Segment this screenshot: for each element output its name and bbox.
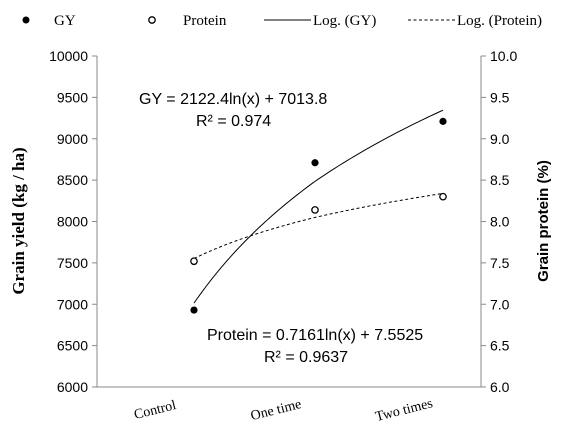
x-category-label: Two times: [374, 396, 434, 425]
left-tick-label: 7500: [57, 255, 88, 271]
legend-label-protein: Protein: [183, 13, 227, 29]
legend-marker-gy: [22, 16, 30, 24]
protein-data-point: [311, 206, 319, 214]
left-tick-label: 9500: [57, 89, 88, 105]
right-tick-label: 8.5: [490, 172, 510, 188]
trendline-log-protein: [193, 192, 444, 259]
right-tick-label: 9.0: [490, 131, 510, 147]
gy-data-point: [311, 159, 319, 167]
protein-data-point: [190, 257, 198, 266]
legend-label-gy: GY: [54, 13, 76, 29]
right-tick-label: 8.0: [490, 214, 510, 230]
left-tick-label: 10000: [49, 48, 88, 64]
protein-r2: R² = 0.9637: [264, 349, 348, 366]
right-tick-label: 6.0: [490, 379, 510, 395]
left-tick-label: 8000: [57, 214, 88, 230]
x-axis-ticks: Control One time Two times: [133, 396, 435, 425]
protein-equation: Protein = 0.7161ln(x) + 7.5525: [207, 327, 423, 344]
gy-data-point: [439, 117, 447, 125]
left-tick-label: 8500: [57, 172, 88, 188]
left-tick-label: 6000: [57, 379, 88, 395]
series-protein-points: [190, 192, 447, 266]
left-tick-label: 6500: [57, 338, 88, 354]
series-gy-points: [190, 117, 447, 314]
left-axis-ticks: 6000 6500 7000 7500 8000 8500 9000 9500 10000: [49, 48, 97, 395]
legend-label-log-protein: Log. (Protein): [457, 13, 542, 29]
protein-data-point: [439, 192, 447, 201]
gy-data-point: [190, 306, 198, 314]
y2-axis-title: Grain protein (%): [535, 160, 552, 282]
x-category-label: Control: [133, 398, 178, 423]
left-tick-label: 9000: [57, 131, 88, 147]
x-category-label: One time: [249, 397, 303, 424]
right-tick-label: 6.5: [490, 338, 510, 354]
right-axis-ticks: 6.0 6.5 7.0 7.5 8.0 8.5 9.0 9.5 10.0: [481, 48, 517, 395]
legend-label-log-gy: Log. (GY): [313, 13, 376, 29]
gy-equation: GY = 2122.4ln(x) + 7013.8: [139, 91, 327, 108]
trendline-log-gy: [193, 109, 444, 304]
right-tick-label: 10.0: [490, 48, 517, 64]
right-tick-label: 7.0: [490, 296, 510, 312]
legend-marker-protein: [148, 16, 156, 24]
right-tick-label: 7.5: [490, 255, 510, 271]
legend: GY Protein Log. (GY) Log. (Protein): [22, 13, 542, 29]
right-tick-label: 9.5: [490, 89, 510, 105]
y-axis-title: Grain yield (kg / ha): [9, 147, 28, 294]
left-tick-label: 7000: [57, 296, 88, 312]
gy-r2: R² = 0.974: [196, 113, 271, 130]
